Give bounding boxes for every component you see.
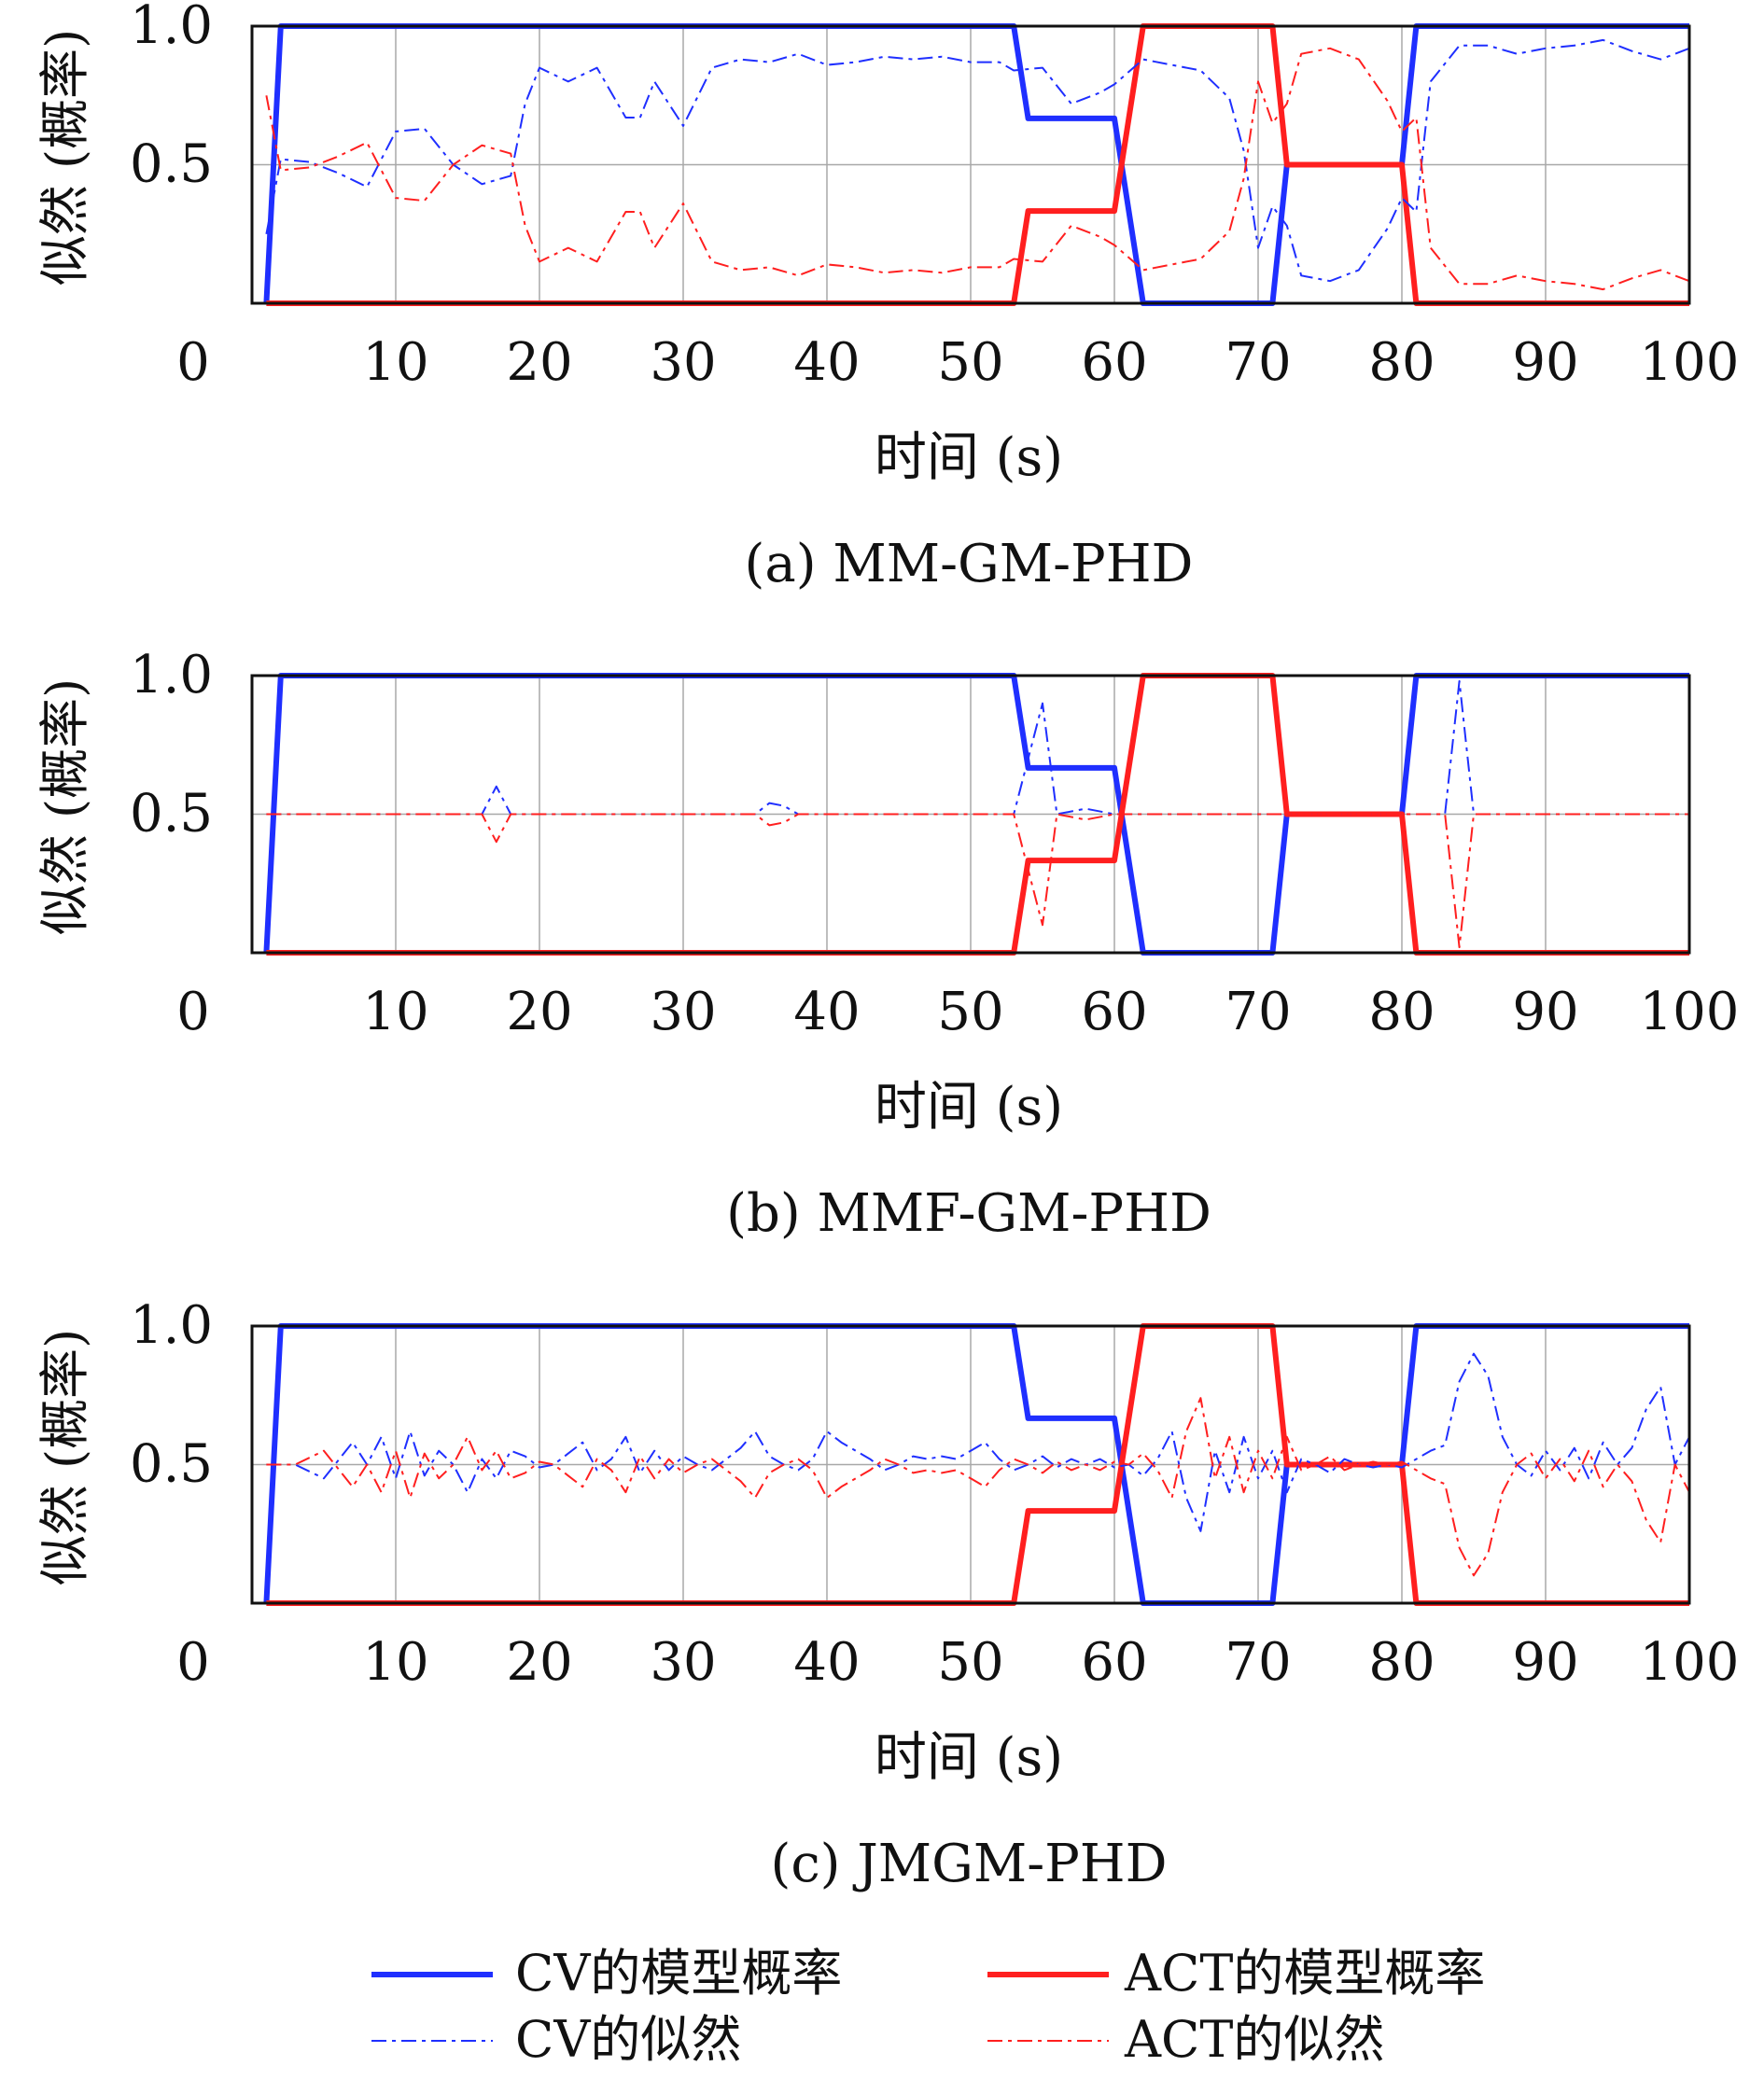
y-axis-label: 似然 (概率) (35, 29, 94, 286)
x-tick-label: 90 (1512, 1632, 1578, 1693)
x-tick-label: 40 (793, 982, 860, 1042)
x-axis-label: 时间 (s) (875, 427, 1063, 488)
chart-panel-1: 0 10 20 30 40 50 60 70 80 90 100 0.5 1.0 似然 (概率) 时间 (s… (35, 645, 1739, 1244)
x-tick-label: 100 (1640, 1632, 1740, 1693)
x-tick-label: 50 (937, 1632, 1003, 1693)
x-tick-label: 70 (1225, 332, 1291, 393)
y-axis-label: 似然 (概率) (35, 678, 94, 935)
y-tick-label: 1.0 (130, 645, 213, 705)
x-tick-label: 10 (362, 1632, 428, 1693)
x-tick-label: 0 (176, 332, 210, 393)
x-tick-label: 60 (1081, 332, 1147, 393)
series-line-likelihood-3 (266, 813, 1689, 949)
x-tick-label: 60 (1081, 982, 1147, 1042)
legend-label-2: CV的似然 (515, 2010, 741, 2069)
series-line-likelihood-2 (266, 679, 1689, 816)
x-tick-label: 70 (1225, 1632, 1291, 1693)
y-tick-label: 0.5 (130, 1434, 213, 1495)
x-tick-label: 50 (937, 332, 1003, 393)
panel-caption: (c) JMGM-PHD (770, 1834, 1167, 1894)
series-line-likelihood-2 (265, 38, 1690, 283)
x-tick-label: 0 (176, 1632, 210, 1693)
plot-frame (250, 24, 1691, 305)
chart-panel-2: 0 10 20 30 40 50 60 70 80 90 100 0.5 1.0 似然 (概率) 时间 (s… (35, 1295, 1739, 1894)
legend-label-0: CV的模型概率 (515, 1944, 842, 2003)
x-tick-label: 100 (1640, 982, 1740, 1042)
x-tick-label: 80 (1368, 982, 1435, 1042)
x-tick-label: 80 (1368, 332, 1435, 393)
series-line-likelihood-3 (265, 47, 1690, 291)
panel-caption: (a) MM-GM-PHD (745, 534, 1194, 594)
legend-label-1: ACT的模型概率 (1124, 1944, 1485, 2003)
y-tick-label: 1.0 (130, 0, 213, 56)
chart-panel-0: 0 10 20 30 40 50 60 70 80 90 100 0.5 1.0 似然 (概率) 时间 (s… (35, 0, 1739, 594)
x-tick-label: 20 (506, 1632, 572, 1693)
x-axis-label: 时间 (s) (875, 1077, 1063, 1138)
y-tick-label: 0.5 (130, 134, 213, 195)
x-tick-label: 40 (793, 332, 860, 393)
x-tick-label: 50 (937, 982, 1003, 1042)
x-axis-label: 时间 (s) (875, 1727, 1063, 1788)
y-tick-label: 1.0 (130, 1295, 213, 1356)
legend-label-3: ACT的似然 (1124, 2010, 1384, 2069)
x-tick-label: 20 (506, 982, 572, 1042)
x-tick-label: 30 (650, 1632, 716, 1693)
y-axis-label: 似然 (概率) (35, 1329, 94, 1585)
x-tick-label: 40 (793, 1632, 860, 1693)
x-tick-label: 30 (650, 982, 716, 1042)
x-tick-label: 60 (1081, 1632, 1147, 1693)
series-line-likelihood-2 (266, 1352, 1690, 1532)
legend: CV的模型概率 ACT的模型概率 CV的似然 ACT的似然 (371, 1944, 1485, 2069)
x-tick-label: 30 (650, 332, 716, 393)
x-tick-label: 20 (506, 332, 572, 393)
x-tick-label: 70 (1225, 982, 1291, 1042)
plot-frame (250, 1324, 1691, 1605)
plot-frame (250, 674, 1691, 955)
panel-caption: (b) MMF-GM-PHD (726, 1183, 1211, 1244)
x-tick-label: 0 (176, 982, 210, 1042)
x-tick-label: 100 (1640, 332, 1740, 393)
series-line-likelihood-3 (266, 1397, 1690, 1577)
x-tick-label: 10 (362, 982, 428, 1042)
x-tick-label: 10 (362, 332, 428, 393)
x-tick-label: 90 (1512, 332, 1578, 393)
y-tick-label: 0.5 (130, 784, 213, 845)
x-tick-label: 80 (1368, 1632, 1435, 1693)
x-tick-label: 90 (1512, 982, 1578, 1042)
